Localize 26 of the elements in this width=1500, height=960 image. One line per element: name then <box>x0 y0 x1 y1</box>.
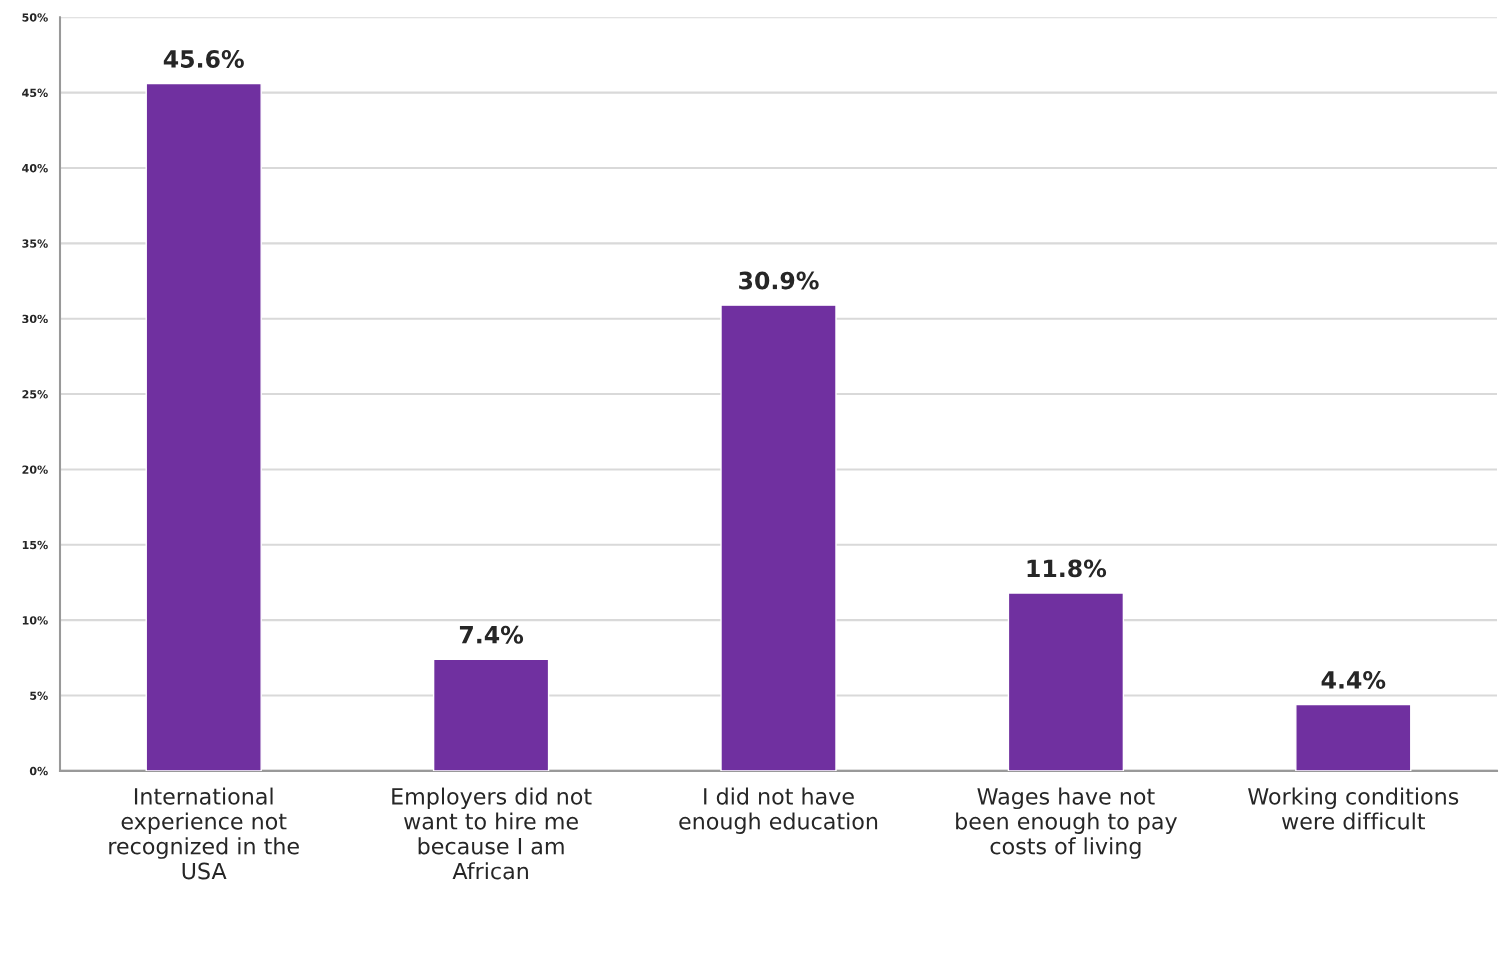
y-tick-label: 15% <box>22 540 48 550</box>
y-tick-label: 45% <box>22 88 48 98</box>
bar <box>1007 592 1125 771</box>
y-tick-label: 0% <box>29 766 48 776</box>
data-label: 4.4% <box>1321 671 1386 689</box>
data-label: 45.6% <box>163 50 244 68</box>
data-label: 7.4% <box>459 625 524 644</box>
y-tick-label: 30% <box>22 314 48 324</box>
x-tick-label: Working conditions were difficult <box>1248 787 1459 830</box>
x-tick-label: I did not have enough education <box>679 787 878 834</box>
x-tick-label: International experience not recognized in the USA <box>109 787 299 880</box>
y-tick-label: 40% <box>22 163 48 173</box>
bar <box>1295 703 1412 771</box>
x-tick-label: Wages have not been enough to pay costs of living <box>956 787 1177 859</box>
x-tick-label: Employers did not want to hire me because I am African <box>392 787 592 880</box>
y-tick-label: 35% <box>22 239 48 248</box>
data-label: 30.9% <box>739 271 819 290</box>
y-tick-label: 20% <box>22 465 48 474</box>
bar <box>145 82 262 771</box>
y-tick-label: 5% <box>30 691 48 700</box>
y-tick-label: 10% <box>22 616 48 625</box>
bar <box>432 658 550 771</box>
bar <box>720 304 837 771</box>
y-tick-label: 25% <box>22 390 48 399</box>
y-tick-label: 50% <box>22 13 48 22</box>
data-label: 11.8% <box>1027 559 1107 578</box>
